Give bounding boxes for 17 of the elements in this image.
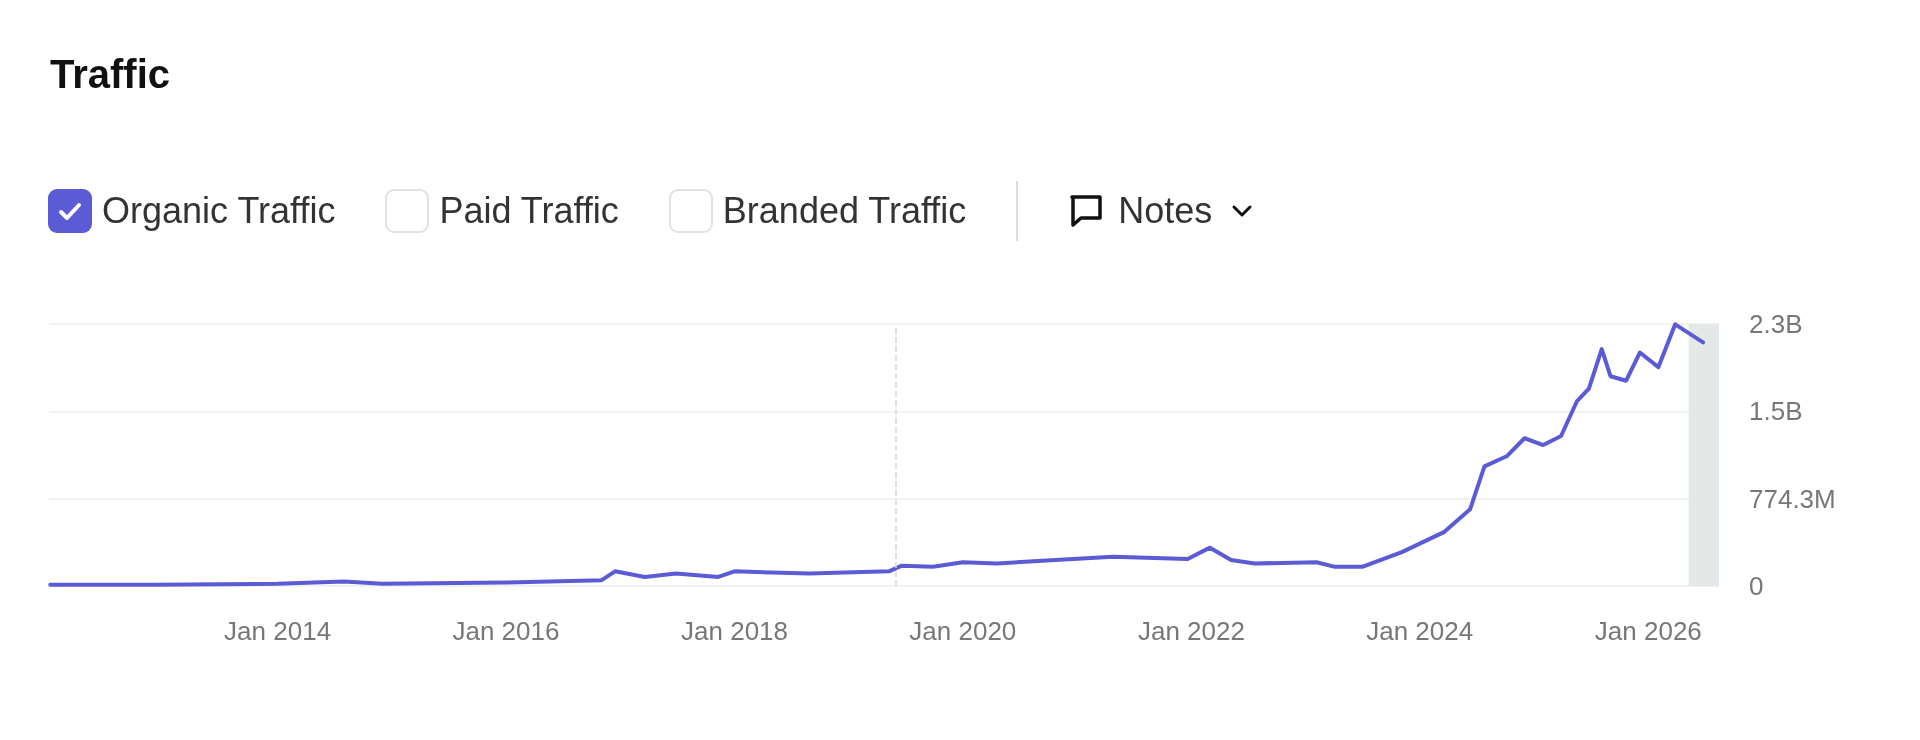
legend-label: Organic Traffic xyxy=(101,189,336,233)
y-tick-label: 0 xyxy=(1749,571,1764,601)
y-tick-label: 1.5B xyxy=(1749,396,1803,427)
x-tick-label: Jan 2022 xyxy=(1137,616,1245,646)
x-tick-label: Jan 2024 xyxy=(1366,616,1474,646)
text: Notes xyxy=(1117,190,1214,232)
chart-title: Traffic xyxy=(50,52,171,97)
x-tick-label: Jan 2026 xyxy=(1594,616,1702,646)
text: Branded Traffic xyxy=(721,189,967,233)
x-tick-label: Jan 2020 xyxy=(909,616,1017,646)
y-tick-label: 2.3B xyxy=(1749,309,1803,339)
x-tick-label: Jan 2018 xyxy=(681,616,789,646)
x-tick-label: Jan 2014 xyxy=(224,616,332,646)
text: Paid Traffic xyxy=(438,189,619,233)
x-tick-label: Jan 2016 xyxy=(452,616,560,646)
line-series xyxy=(48,322,1706,587)
y-tick-label: 774.3M xyxy=(1749,483,1836,514)
